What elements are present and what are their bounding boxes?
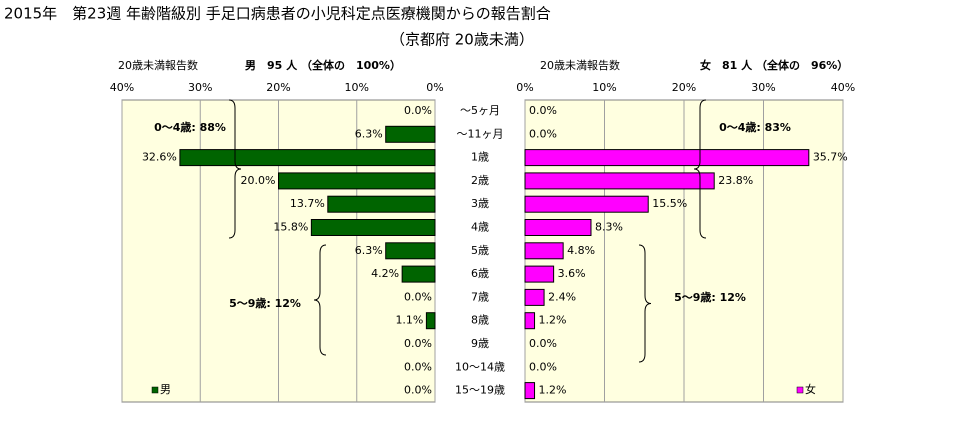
value-label: 1.2%	[539, 384, 567, 397]
x-tick-label: 10%	[345, 81, 369, 94]
annotation: 0～4歳: 88%	[154, 120, 226, 134]
legend-label: 女	[805, 382, 816, 396]
value-label: 0.0%	[404, 360, 432, 373]
bar	[278, 172, 436, 190]
count-label: 20歳未満報告数	[118, 59, 198, 72]
bar	[524, 219, 592, 236]
legend-swatch	[151, 386, 159, 394]
x-tick-label: 30%	[751, 81, 775, 94]
value-label: 6.3%	[355, 127, 383, 140]
category-label: 1歳	[471, 151, 489, 164]
category-label: 4歳	[471, 221, 489, 234]
value-label: 1.1%	[395, 314, 423, 327]
category-label: 9歳	[471, 337, 489, 350]
x-tick-label: 20%	[672, 81, 696, 94]
bar	[524, 382, 536, 400]
value-label: 2.4%	[548, 290, 576, 303]
category-label: 15～19歳	[455, 384, 505, 397]
value-label: 32.6%	[142, 151, 177, 164]
bar	[401, 265, 436, 283]
x-tick-label: 0%	[426, 81, 443, 94]
x-tick-label: 10%	[592, 81, 616, 94]
bracket	[638, 244, 652, 363]
category-label: 6歳	[471, 267, 489, 280]
bar	[524, 312, 536, 330]
bar	[524, 149, 810, 167]
bar	[327, 195, 436, 213]
value-label: 0.0%	[404, 290, 432, 303]
value-label: 6.3%	[355, 244, 383, 257]
bracket	[228, 99, 242, 239]
value-label: 0.0%	[529, 104, 557, 117]
bar	[524, 195, 649, 213]
bar	[310, 219, 436, 236]
bar	[385, 125, 436, 143]
chart-subtitle: （京都府 20歳未満）	[390, 31, 534, 49]
value-label: 0.0%	[404, 104, 432, 117]
bar	[425, 312, 436, 330]
annotation: 5～9歳: 12%	[674, 290, 746, 304]
value-label: 3.6%	[558, 267, 586, 280]
bracket	[313, 244, 327, 356]
bar	[385, 242, 436, 260]
value-label: 4.8%	[567, 244, 595, 257]
value-label: 8.3%	[595, 221, 623, 234]
value-label: 1.2%	[539, 314, 567, 327]
value-label: 0.0%	[404, 337, 432, 350]
category-label: ～5ヶ月	[460, 104, 500, 117]
chart-title: 2015年 第23週 年齢階級別 手足口病患者の小児科定点医療機関からの報告割合	[4, 5, 551, 23]
category-label: 10～14歳	[455, 360, 505, 373]
bracket	[693, 99, 707, 239]
count-label: 20歳未満報告数	[540, 59, 620, 72]
value-label: 0.0%	[404, 384, 432, 397]
value-label: 0.0%	[529, 337, 557, 350]
value-label: 13.7%	[290, 197, 325, 210]
category-label: 8歳	[471, 314, 489, 327]
value-label: 15.8%	[273, 221, 308, 234]
value-label: 4.2%	[371, 267, 399, 280]
value-label: 0.0%	[529, 360, 557, 373]
value-label: 20.0%	[241, 174, 276, 187]
value-label: 23.8%	[718, 174, 753, 187]
total-label: 男 95 人 （全体の 100%）	[245, 58, 401, 72]
bar	[524, 242, 564, 260]
category-label: 7歳	[471, 290, 489, 303]
bar	[179, 149, 436, 167]
total-label: 女 81 人 （全体の 96%）	[700, 58, 848, 72]
category-label: 2歳	[471, 174, 489, 187]
value-label: 15.5%	[652, 197, 687, 210]
annotation: 0～4歳: 83%	[719, 120, 791, 134]
value-label: 0.0%	[529, 127, 557, 140]
bar	[524, 172, 715, 190]
bar	[524, 288, 545, 306]
category-label: ～11ヶ月	[457, 127, 504, 140]
bar	[524, 265, 555, 283]
legend-swatch	[796, 386, 804, 394]
x-tick-label: 0%	[516, 81, 533, 94]
annotation: 5～9歳: 12%	[229, 296, 301, 310]
x-tick-label: 40%	[110, 81, 134, 94]
x-tick-label: 30%	[188, 81, 212, 94]
x-tick-label: 40%	[831, 81, 855, 94]
value-label: 35.7%	[813, 151, 848, 164]
category-label: 5歳	[471, 244, 489, 257]
category-label: 3歳	[471, 197, 489, 210]
x-tick-label: 20%	[266, 81, 290, 94]
legend-label: 男	[160, 383, 171, 396]
